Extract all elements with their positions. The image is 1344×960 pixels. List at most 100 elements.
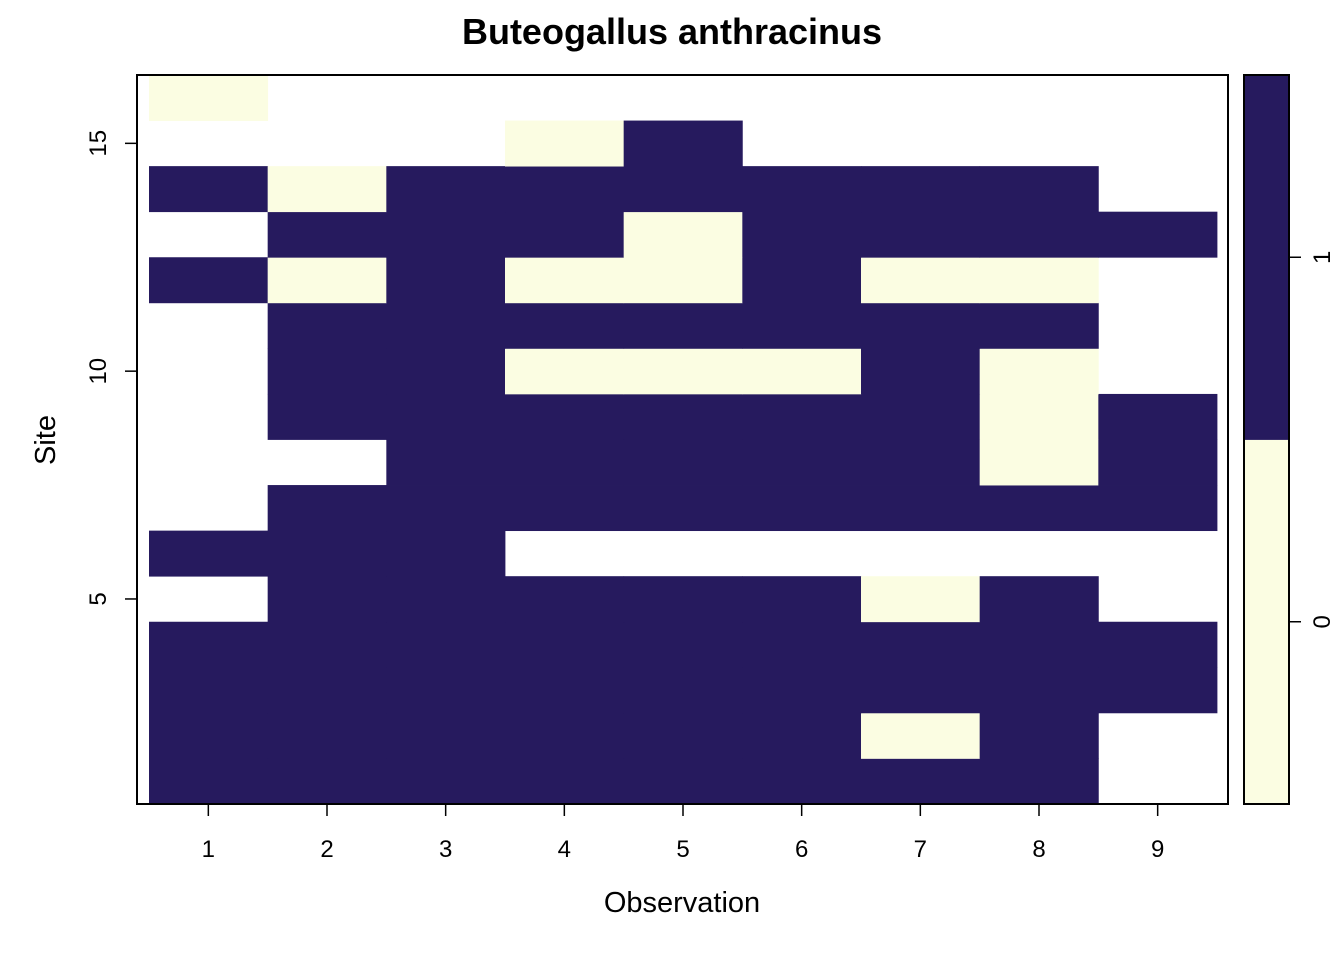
heatmap-cell-site5-obs3 (386, 576, 506, 623)
heatmap-cell-site1-obs2 (267, 758, 387, 805)
heatmap-cell-site13-obs2 (267, 211, 387, 258)
legend-swatch-1 (1244, 75, 1289, 440)
heatmap-cell-site16-obs1 (149, 75, 269, 121)
heatmap-cell-site2-obs5 (623, 712, 743, 759)
heatmap-cell-site10-obs6 (742, 348, 862, 395)
legend-label-1: 1 (1309, 251, 1336, 264)
heatmap-cell-site9-obs8 (979, 393, 1099, 440)
legend-label-0: 0 (1309, 615, 1336, 628)
x-axis-label: Observation (604, 887, 760, 919)
heatmap-cell-site13-obs8 (979, 211, 1099, 258)
heatmap-cell-site9-obs3 (386, 393, 506, 440)
heatmap-cell-site14-obs8 (979, 166, 1099, 213)
heatmap-cell-site8-obs5 (623, 439, 743, 486)
heatmap-cell-site1-obs7 (861, 758, 981, 805)
heatmap-cell-site10-obs7 (861, 348, 981, 395)
y-tick-label: 10 (85, 358, 112, 385)
heatmap-cell-site9-obs5 (623, 393, 743, 440)
heatmap-cell-site13-obs4 (505, 211, 625, 258)
heatmap-cell-site2-obs6 (742, 712, 862, 759)
heatmap-cell-site12-obs2 (267, 257, 387, 304)
x-tick-label: 3 (439, 836, 452, 863)
heatmap-cell-site7-obs8 (979, 485, 1099, 532)
heatmap-cell-site13-obs6 (742, 211, 862, 258)
heatmap-cell-site11-obs4 (505, 302, 625, 349)
heatmap-cell-site8-obs3 (386, 439, 506, 486)
x-tick-label: 9 (1151, 836, 1164, 863)
heatmap-cell-site15-obs5 (623, 120, 743, 167)
heatmap-cell-site4-obs1 (149, 621, 269, 668)
heatmap-cell-site12-obs4 (505, 257, 625, 304)
heatmap-cell-site3-obs2 (267, 667, 387, 714)
heatmap-cell-site3-obs7 (861, 667, 981, 714)
x-axis: 1 2 3 4 5 6 7 8 9 (202, 804, 1164, 863)
heatmap-cell-site14-obs6 (742, 166, 862, 213)
heatmap-cell-site1-obs3 (386, 758, 506, 805)
heatmap-cell-site1-obs4 (505, 758, 625, 805)
legend-swatch-0 (1244, 439, 1289, 805)
heatmap-cell-site11-obs6 (742, 302, 862, 349)
heatmap-cell-site9-obs4 (505, 393, 625, 440)
heatmap-cell-site6-obs2 (267, 530, 387, 577)
heatmap-cell-site4-obs3 (386, 621, 506, 668)
heatmap-cell-site11-obs3 (386, 302, 506, 349)
x-tick-label: 4 (558, 836, 571, 863)
heatmap-cell-site4-obs5 (623, 621, 743, 668)
heatmap-cell-site5-obs8 (979, 576, 1099, 623)
heatmap-cell-site14-obs4 (505, 166, 625, 213)
heatmap-cell-site11-obs7 (861, 302, 981, 349)
heatmap-cell-site5-obs2 (267, 576, 387, 623)
heatmap-cell-site11-obs5 (623, 302, 743, 349)
heatmap-cell-site9-obs2 (267, 393, 387, 440)
heatmap-cell-site6-obs3 (386, 530, 506, 577)
heatmap-cell-site4-obs4 (505, 621, 625, 668)
heatmap-cell-site10-obs5 (623, 348, 743, 395)
heatmap-cell-site14-obs1 (149, 166, 269, 213)
legend: 01 (1243, 74, 1336, 805)
y-axis-label: Site (30, 415, 62, 465)
heatmap-cell-site4-obs2 (267, 621, 387, 668)
heatmap-cell-site4-obs7 (861, 621, 981, 668)
heatmap-cell-site1-obs8 (979, 758, 1099, 805)
heatmap-cells (149, 75, 1218, 805)
heatmap-cell-site1-obs6 (742, 758, 862, 805)
heatmap-cell-site7-obs5 (623, 485, 743, 532)
heatmap-cell-site1-obs1 (149, 758, 269, 805)
heatmap-cell-site3-obs9 (1098, 667, 1218, 714)
heatmap-cell-site15-obs4 (505, 120, 625, 167)
heatmap-cell-site2-obs2 (267, 712, 387, 759)
heatmap-cell-site7-obs7 (861, 485, 981, 532)
y-axis: 5 10 15 (85, 130, 137, 606)
heatmap-cell-site8-obs9 (1098, 439, 1218, 486)
heatmap-cell-site12-obs7 (861, 257, 981, 304)
heatmap-cell-site2-obs1 (149, 712, 269, 759)
heatmap-cell-site10-obs2 (267, 348, 387, 395)
heatmap-cell-site6-obs1 (149, 530, 269, 577)
x-tick-label: 2 (320, 836, 333, 863)
heatmap-cell-site13-obs5 (623, 211, 743, 258)
heatmap-cell-site13-obs3 (386, 211, 506, 258)
heatmap-cell-site12-obs8 (979, 257, 1099, 304)
heatmap-cell-site13-obs7 (861, 211, 981, 258)
heatmap-cell-site11-obs8 (979, 302, 1099, 349)
heatmap-cell-site7-obs4 (505, 485, 625, 532)
heatmap-cell-site5-obs5 (623, 576, 743, 623)
heatmap-cell-site2-obs8 (979, 712, 1099, 759)
heatmap-cell-site2-obs3 (386, 712, 506, 759)
heatmap-cell-site10-obs3 (386, 348, 506, 395)
heatmap-cell-site3-obs8 (979, 667, 1099, 714)
x-tick-label: 8 (1032, 836, 1045, 863)
heatmap-cell-site3-obs4 (505, 667, 625, 714)
heatmap-cell-site1-obs5 (623, 758, 743, 805)
heatmap-cell-site4-obs8 (979, 621, 1099, 668)
x-tick-label: 1 (202, 836, 215, 863)
heatmap-cell-site5-obs4 (505, 576, 625, 623)
x-tick-label: 6 (795, 836, 808, 863)
heatmap-cell-site10-obs4 (505, 348, 625, 395)
heatmap-cell-site12-obs6 (742, 257, 862, 304)
legend-frame (1243, 74, 1290, 805)
heatmap-cell-site3-obs6 (742, 667, 862, 714)
heatmap-cell-site14-obs2 (267, 166, 387, 213)
heatmap-cell-site12-obs3 (386, 257, 506, 304)
heatmap-cell-site8-obs6 (742, 439, 862, 486)
